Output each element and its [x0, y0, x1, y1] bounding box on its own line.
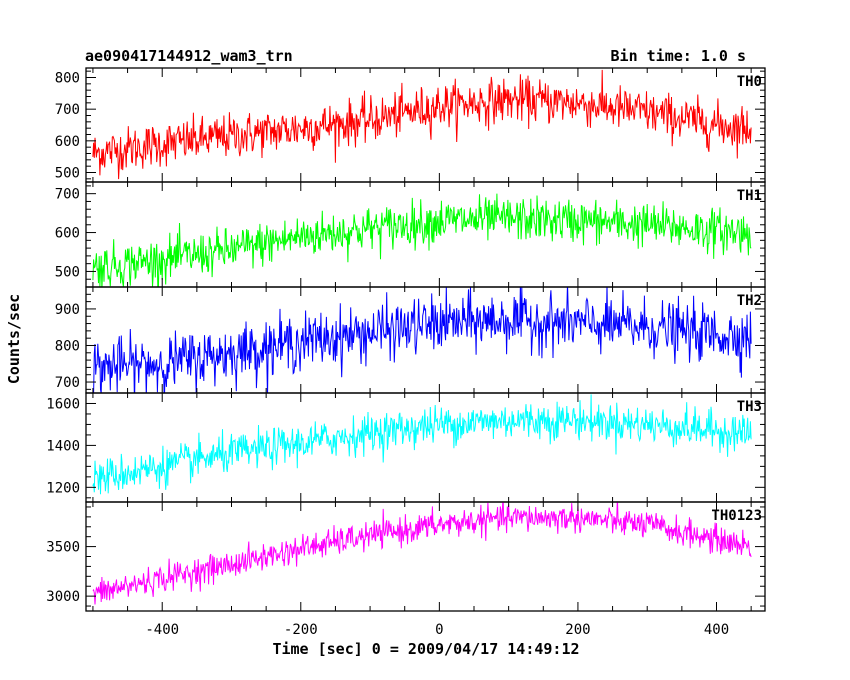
- panel-frame: [85, 286, 766, 394]
- series-th2: [92, 287, 752, 393]
- bin-time-label: Bin time: 1.0 s: [611, 47, 746, 65]
- y-tick-label: 1600: [46, 396, 80, 412]
- y-tick-label: 3000: [46, 589, 80, 605]
- y-tick-label: 3500: [46, 540, 80, 556]
- y-tick-label: 700: [55, 187, 80, 203]
- y-tick-label: 700: [55, 102, 80, 118]
- panel-label: TH2: [737, 293, 762, 309]
- panel-label: TH1: [737, 188, 762, 204]
- panel-label: TH0: [737, 74, 762, 90]
- panels: 500 600 700 800 TH0 500 600 700 TH1 700 800 900 TH2 1…: [46, 67, 766, 612]
- x-tick-label: -200: [284, 622, 318, 638]
- y-tick-label: 500: [55, 166, 80, 182]
- panel-label: TH3: [737, 399, 762, 415]
- y-tick-label: 600: [55, 226, 80, 242]
- y-axis-label: Counts/sec: [5, 294, 23, 384]
- y-tick-label: 800: [55, 71, 80, 87]
- panel-frame: [85, 392, 766, 503]
- y-tick-label: 900: [55, 302, 80, 318]
- x-axis-label: Time [sec] 0 = 2009/04/17 14:49:12: [272, 640, 579, 658]
- chart-title: ae090417144912_wam3_trn: [85, 47, 293, 65]
- panel-th0: 500 600 700 800 TH0: [55, 67, 766, 183]
- series-th0: [92, 69, 752, 180]
- y-tick-label: 1400: [46, 438, 80, 454]
- panel-th3: 1200 1400 1600 TH3: [46, 392, 766, 503]
- y-tick-label: 500: [55, 264, 80, 280]
- y-tick-label: 1200: [46, 480, 80, 496]
- panel-th1: 500 600 700 TH1: [55, 181, 766, 288]
- panel-frame: [85, 501, 766, 612]
- y-tick-label: 700: [55, 375, 80, 391]
- panel-th0123: 3000 3500 TH0123: [46, 501, 766, 612]
- series-th0123: [92, 502, 752, 605]
- x-axis: -400 -200 0 200 400: [145, 622, 729, 638]
- series-th1: [92, 193, 752, 287]
- panel-frame: [85, 67, 766, 183]
- y-tick-label: 600: [55, 134, 80, 150]
- x-tick-label: 0: [435, 622, 443, 638]
- series-th3: [92, 394, 752, 495]
- y-tick-label: 800: [55, 338, 80, 354]
- x-tick-label: 200: [565, 622, 590, 638]
- x-tick-label: -400: [145, 622, 179, 638]
- panel-th2: 700 800 900 TH2: [55, 286, 766, 394]
- panel-label: TH0123: [711, 508, 762, 524]
- x-tick-label: 400: [704, 622, 729, 638]
